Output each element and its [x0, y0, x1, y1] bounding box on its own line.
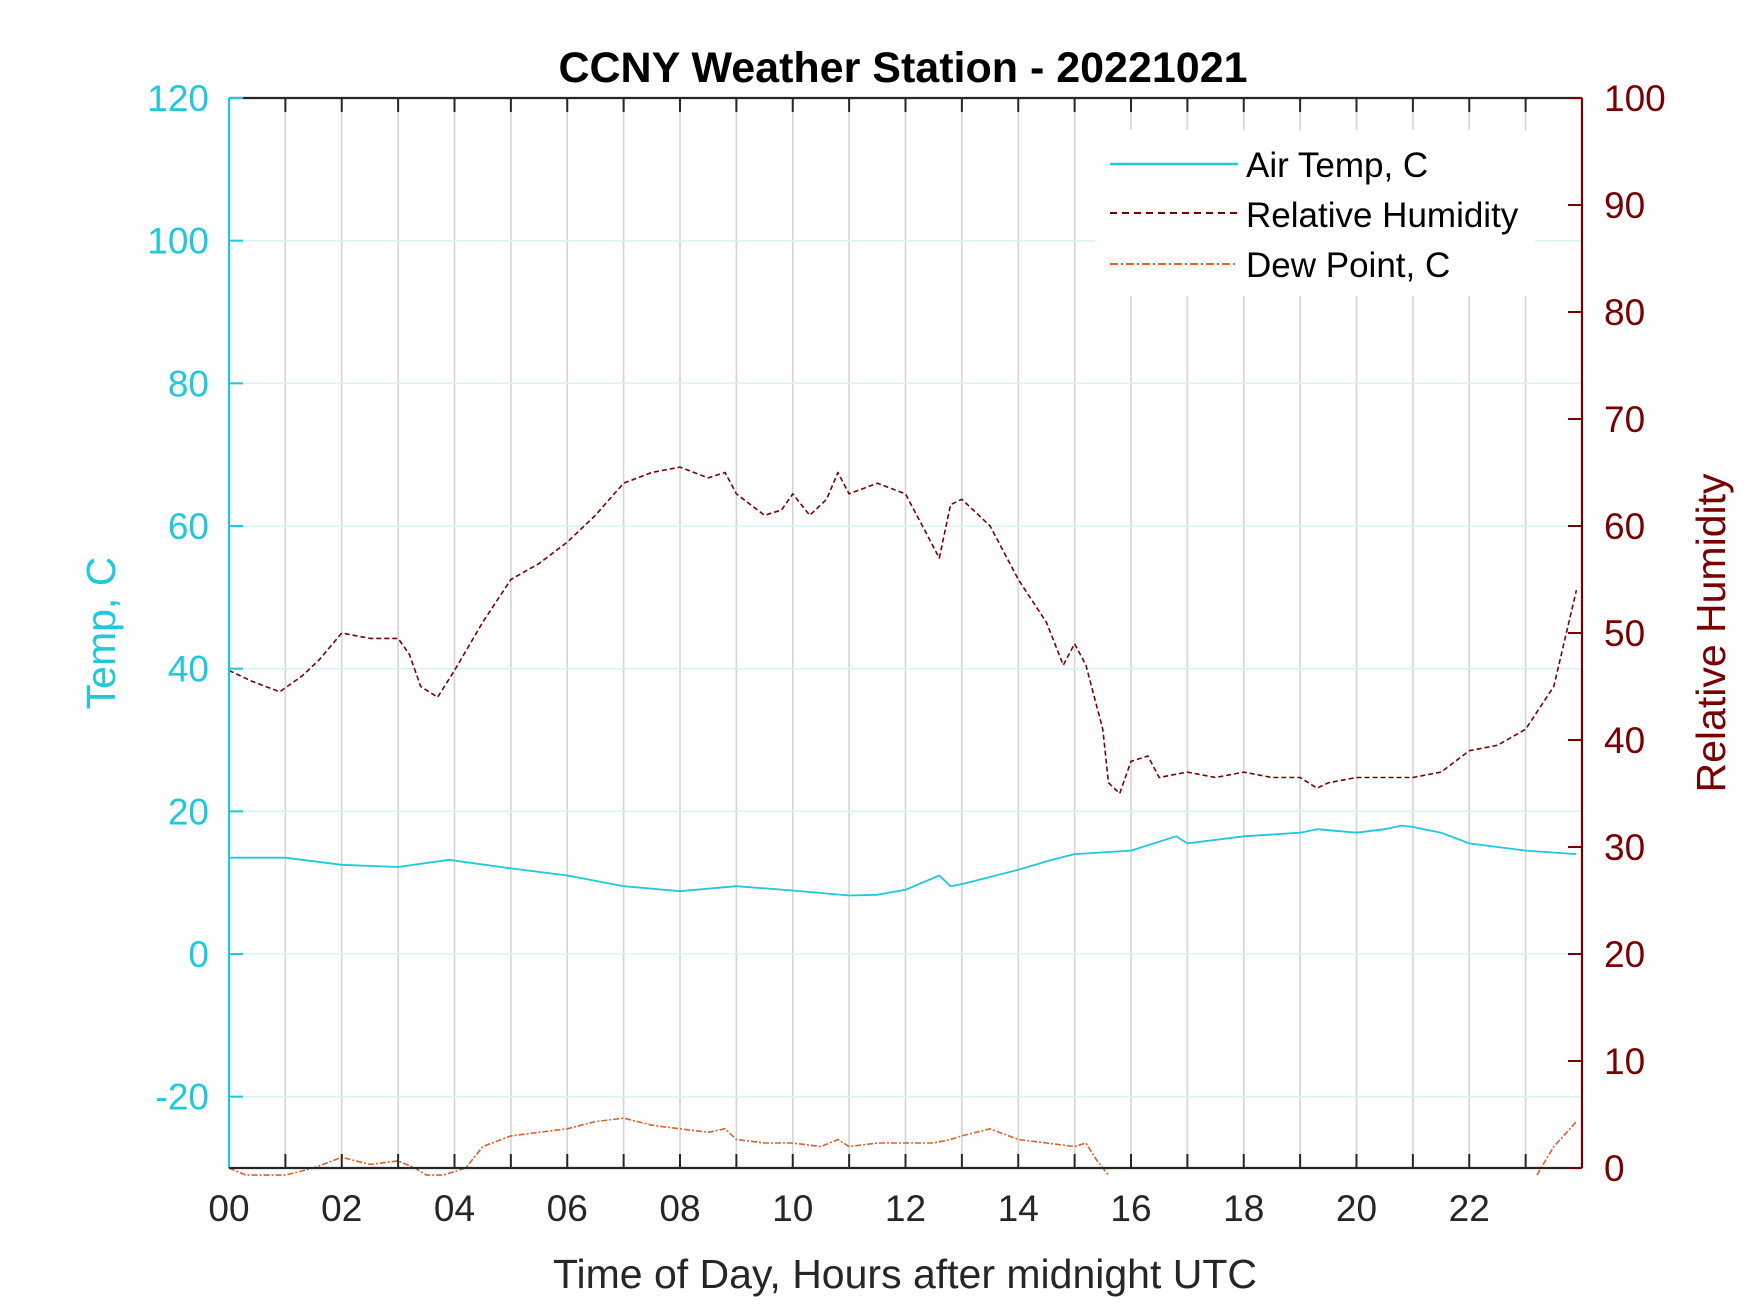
axes [227, 96, 1584, 1170]
y-left-tick-label: 0 [188, 934, 209, 975]
x-tick-label: 20 [1336, 1188, 1377, 1229]
grid [229, 98, 1582, 1168]
y-right-tick-label: 10 [1604, 1041, 1645, 1082]
y-axis-left-label: Temp, C [78, 557, 124, 710]
y-right-tick-label: 0 [1604, 1148, 1625, 1189]
y-axis-right-label: Relative Humidity [1688, 473, 1734, 792]
x-tick-label: 04 [434, 1188, 475, 1229]
x-tick-label: 00 [208, 1188, 249, 1229]
legend-label-humidity: Relative Humidity [1246, 196, 1519, 235]
series-line-3 [1536, 1121, 1577, 1176]
y-left-tick-label: 100 [147, 221, 209, 262]
x-tick-label: 14 [998, 1188, 1039, 1229]
x-tick-label: 08 [659, 1188, 700, 1229]
y-left-tick-label: 20 [168, 791, 209, 832]
y-right-tick-label: 90 [1604, 185, 1645, 226]
x-tick-label: 22 [1449, 1188, 1490, 1229]
y-right-tick-label: 70 [1604, 399, 1645, 440]
x-tick-label: 12 [885, 1188, 926, 1229]
y-right-tick-label: 30 [1604, 827, 1645, 868]
y-right-tick-label: 40 [1604, 720, 1645, 761]
x-tick-label: 16 [1110, 1188, 1151, 1229]
legend-label-air-temp: Air Temp, C [1246, 146, 1428, 185]
plot-area [228, 466, 1578, 1176]
y-right-tick-label: 100 [1604, 78, 1666, 119]
y-left-tick-label: -20 [156, 1077, 209, 1118]
series-line-2 [228, 1117, 1110, 1176]
y-right-tick-label: 60 [1604, 506, 1645, 547]
series-line-1 [228, 466, 1578, 795]
series-line-0 [229, 824, 1577, 897]
y-right-tick-label: 20 [1604, 934, 1645, 975]
x-tick-label: 02 [321, 1188, 362, 1229]
x-axis-label: Time of Day, Hours after midnight UTC [553, 1251, 1257, 1297]
chart-title: CCNY Weather Station - 20221021 [558, 44, 1247, 92]
legend: Air Temp, C Relative Humidity Dew Point,… [1095, 130, 1535, 296]
x-tick-label: 10 [772, 1188, 813, 1229]
y-right-tick-label: 80 [1604, 292, 1645, 333]
y-left-tick-label: 60 [168, 506, 209, 547]
x-tick-label: 06 [547, 1188, 588, 1229]
legend-box [1095, 130, 1535, 296]
x-tick-label: 18 [1223, 1188, 1264, 1229]
legend-label-dew-point: Dew Point, C [1246, 246, 1450, 285]
tick-labels: 00 02 04 06 08 10 12 14 16 18 20 22-200204060801001… [147, 78, 1665, 1229]
y-left-tick-label: 80 [168, 363, 209, 404]
y-left-tick-label: 40 [168, 649, 209, 690]
y-right-tick-label: 50 [1604, 613, 1645, 654]
y-left-tick-label: 120 [147, 78, 209, 119]
